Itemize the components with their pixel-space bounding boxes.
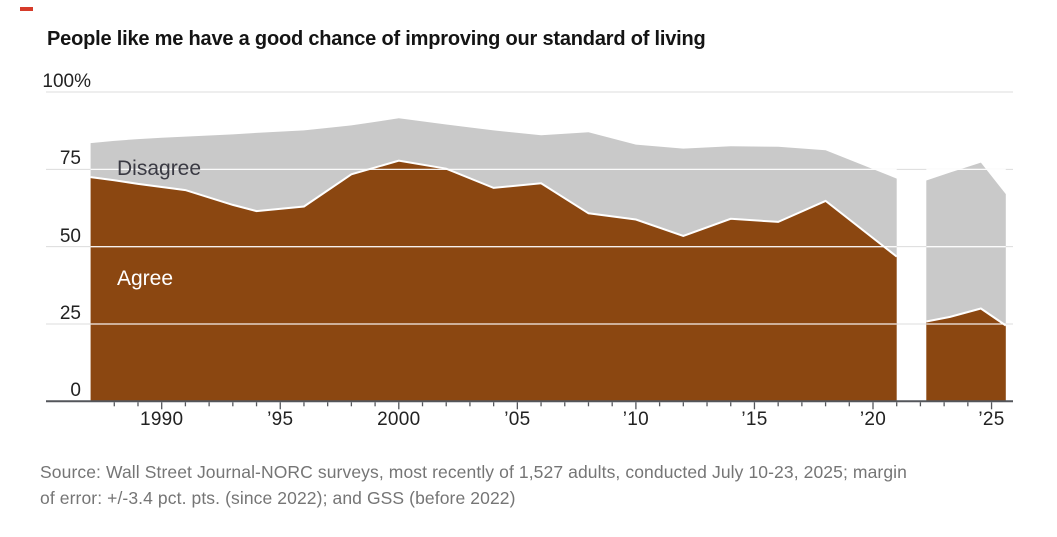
area-label-agree: Agree	[117, 267, 174, 290]
x-axis-label: ’10	[622, 409, 650, 430]
red-kicker-dash	[20, 7, 33, 11]
boundary-stroke	[926, 307, 1007, 327]
chart-title: People like me have a good chance of imp…	[47, 28, 706, 50]
y-axis-label: 100%	[42, 71, 91, 93]
disagree-area	[926, 162, 1006, 326]
y-axis-label: 25	[59, 303, 81, 324]
x-axis-label: ’05	[504, 409, 531, 430]
y-axis-label: 0	[70, 380, 81, 402]
boundary-stroke	[90, 159, 898, 258]
agree-area	[926, 308, 1006, 402]
source-note: Source: Wall Street Journal-NORC surveys…	[40, 459, 1040, 511]
x-axis-label: ’25	[978, 409, 1005, 430]
x-axis-label: ’15	[741, 409, 768, 430]
x-axis-label: 1990	[139, 409, 184, 430]
x-axis-label: ’95	[267, 409, 294, 430]
x-axis-label: ’20	[859, 409, 887, 430]
source-note-line1: Source: Wall Street Journal-NORC surveys…	[40, 462, 907, 482]
y-axis-label: 50	[59, 225, 81, 247]
area-label-disagree: Disagree	[117, 157, 202, 180]
source-note-line2: of error: +/-3.4 pct. pts. (since 2022);…	[40, 488, 516, 508]
agree-area	[90, 160, 897, 402]
y-axis-label: 75	[59, 148, 81, 170]
x-axis-label: 2000	[377, 409, 421, 430]
